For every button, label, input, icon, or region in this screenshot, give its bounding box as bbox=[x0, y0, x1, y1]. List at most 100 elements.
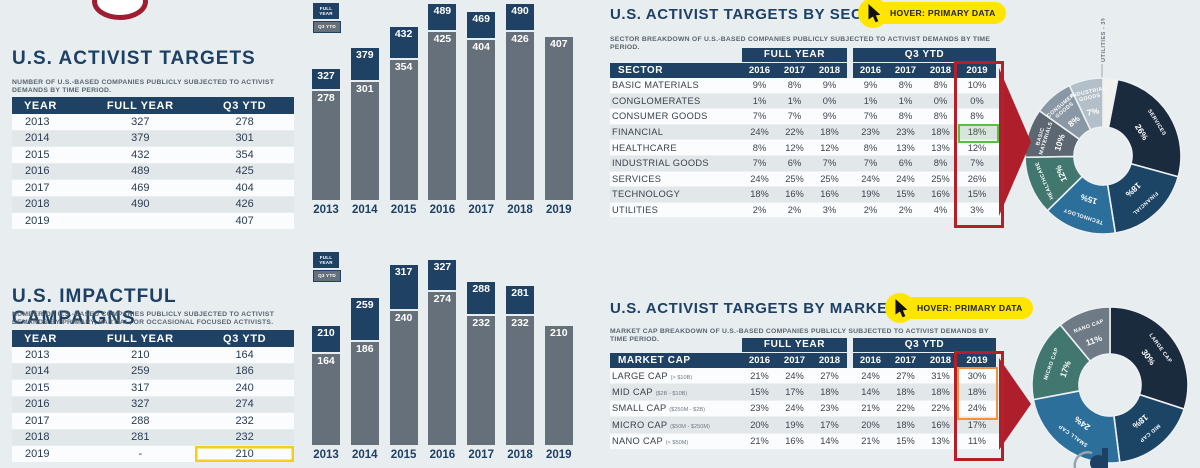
value-cell[interactable]: 7% bbox=[752, 111, 767, 122]
value-cell[interactable]: 31% bbox=[931, 370, 950, 381]
bar-q3-ytd[interactable]: 232 bbox=[467, 313, 496, 445]
value-cell[interactable]: 18% bbox=[967, 387, 987, 398]
value-cell[interactable]: 22% bbox=[896, 403, 915, 414]
value-cell[interactable]: 8% bbox=[898, 111, 913, 122]
value-cell[interactable]: 18% bbox=[820, 127, 839, 138]
value-cell[interactable]: 24% bbox=[750, 173, 769, 184]
value-cell[interactable]: 7% bbox=[970, 158, 984, 169]
donut-slice-services[interactable] bbox=[1107, 78, 1182, 178]
bar-q3-ytd[interactable]: 301 bbox=[350, 79, 379, 200]
value-cell[interactable]: 18% bbox=[896, 387, 915, 398]
value-cell[interactable]: 17% bbox=[967, 419, 987, 430]
value-cell[interactable]: 15% bbox=[896, 189, 915, 200]
value-cell[interactable]: 8% bbox=[933, 111, 948, 122]
value-cell[interactable]: 16% bbox=[785, 436, 804, 447]
value-cell[interactable]: 12% bbox=[785, 142, 804, 153]
value-cell[interactable]: 18% bbox=[967, 127, 987, 138]
value-cell[interactable]: 7% bbox=[787, 111, 802, 122]
value-cell[interactable]: 8% bbox=[933, 158, 948, 169]
value-cell[interactable]: 9% bbox=[863, 80, 878, 91]
value-cell[interactable]: 15% bbox=[967, 189, 987, 200]
value-cell[interactable]: 18% bbox=[750, 189, 769, 200]
bar-q3-ytd[interactable]: 210 bbox=[544, 326, 573, 445]
value-cell[interactable]: 10% bbox=[967, 80, 987, 91]
value-cell[interactable]: 1% bbox=[752, 95, 767, 106]
value-cell[interactable]: 3% bbox=[970, 205, 984, 216]
value-cell[interactable]: 22% bbox=[931, 403, 950, 414]
value-cell[interactable]: 16% bbox=[820, 189, 839, 200]
value-cell[interactable]: 9% bbox=[822, 80, 837, 91]
value-cell[interactable]: 12% bbox=[967, 142, 987, 153]
value-cell[interactable]: 0% bbox=[970, 95, 984, 106]
value-cell[interactable]: 20% bbox=[861, 419, 880, 430]
value-cell[interactable]: 18% bbox=[931, 387, 950, 398]
bar-q3-ytd[interactable]: 407 bbox=[544, 37, 573, 200]
value-cell[interactable]: 15% bbox=[750, 387, 769, 398]
value-cell[interactable]: 7% bbox=[752, 158, 767, 169]
bar-q3-ytd[interactable]: 425 bbox=[428, 30, 457, 200]
value-cell[interactable]: 14% bbox=[861, 387, 880, 398]
donut-slice-nano-cap[interactable] bbox=[1059, 306, 1111, 363]
value-cell[interactable]: 17% bbox=[785, 387, 804, 398]
value-cell[interactable]: 1% bbox=[863, 95, 878, 106]
value-cell[interactable]: 27% bbox=[896, 370, 915, 381]
value-cell[interactable]: 8% bbox=[933, 80, 948, 91]
value-cell[interactable]: 11% bbox=[968, 436, 986, 447]
value-cell[interactable]: 8% bbox=[970, 111, 984, 122]
value-cell[interactable]: 1% bbox=[898, 95, 913, 106]
donut-slice-industrial-goods[interactable] bbox=[1068, 77, 1104, 131]
value-cell[interactable]: 17% bbox=[820, 419, 839, 430]
value-cell[interactable]: 4% bbox=[933, 205, 948, 216]
value-cell[interactable]: 13% bbox=[896, 142, 915, 153]
value-cell[interactable]: 24% bbox=[750, 127, 769, 138]
value-cell[interactable]: 22% bbox=[785, 127, 804, 138]
value-cell[interactable]: 21% bbox=[750, 370, 769, 381]
value-cell[interactable]: 9% bbox=[752, 80, 767, 91]
value-cell[interactable]: 12% bbox=[820, 142, 839, 153]
value-cell[interactable]: 24% bbox=[785, 370, 804, 381]
value-cell[interactable]: 20% bbox=[750, 419, 769, 430]
value-cell[interactable]: 2% bbox=[898, 205, 913, 216]
bar-q3-ytd[interactable]: 354 bbox=[389, 58, 418, 200]
value-cell[interactable]: 18% bbox=[896, 419, 915, 430]
donut-slice-financial[interactable] bbox=[1106, 162, 1180, 234]
value-cell[interactable]: 21% bbox=[750, 436, 769, 447]
value-cell[interactable]: 2% bbox=[752, 205, 767, 216]
value-cell[interactable]: 23% bbox=[750, 403, 769, 414]
value-cell[interactable]: 24% bbox=[861, 173, 880, 184]
value-cell[interactable]: 6% bbox=[787, 158, 802, 169]
value-cell[interactable]: 23% bbox=[861, 127, 880, 138]
donut-slice-small-cap[interactable] bbox=[1032, 389, 1121, 464]
value-cell[interactable]: 19% bbox=[785, 419, 804, 430]
value-cell[interactable]: 6% bbox=[898, 158, 913, 169]
value-cell[interactable]: 18% bbox=[820, 387, 839, 398]
value-cell[interactable]: 24% bbox=[896, 173, 915, 184]
bar-q3-ytd[interactable]: 278 bbox=[312, 88, 340, 200]
value-cell[interactable]: 23% bbox=[820, 403, 839, 414]
bar-q3-ytd[interactable]: 274 bbox=[428, 289, 457, 445]
value-cell[interactable]: 0% bbox=[822, 95, 837, 106]
value-cell[interactable]: 24% bbox=[785, 403, 804, 414]
value-cell[interactable]: 27% bbox=[820, 370, 839, 381]
value-cell[interactable]: 21% bbox=[861, 436, 880, 447]
value-cell[interactable]: 7% bbox=[863, 111, 878, 122]
value-cell[interactable]: 8% bbox=[787, 80, 802, 91]
value-cell[interactable]: 30% bbox=[967, 370, 987, 381]
value-cell[interactable]: 8% bbox=[863, 142, 878, 153]
value-cell[interactable]: 2% bbox=[863, 205, 878, 216]
value-cell[interactable]: 26% bbox=[967, 173, 987, 184]
value-cell[interactable]: 1% bbox=[787, 95, 802, 106]
value-cell[interactable]: 8% bbox=[752, 142, 767, 153]
value-cell[interactable]: 23% bbox=[896, 127, 915, 138]
value-cell[interactable]: 24% bbox=[967, 403, 987, 414]
value-cell[interactable]: 13% bbox=[931, 142, 950, 153]
value-cell[interactable]: 7% bbox=[822, 158, 837, 169]
value-cell[interactable]: 16% bbox=[785, 189, 804, 200]
bar-q3-ytd[interactable]: 186 bbox=[350, 339, 379, 445]
value-cell[interactable]: 21% bbox=[861, 403, 880, 414]
value-cell[interactable]: 24% bbox=[861, 370, 880, 381]
bar-q3-ytd[interactable]: 164 bbox=[312, 352, 340, 445]
value-cell[interactable]: 14% bbox=[820, 436, 839, 447]
value-cell[interactable]: 2% bbox=[787, 205, 802, 216]
value-cell[interactable]: 19% bbox=[861, 189, 880, 200]
